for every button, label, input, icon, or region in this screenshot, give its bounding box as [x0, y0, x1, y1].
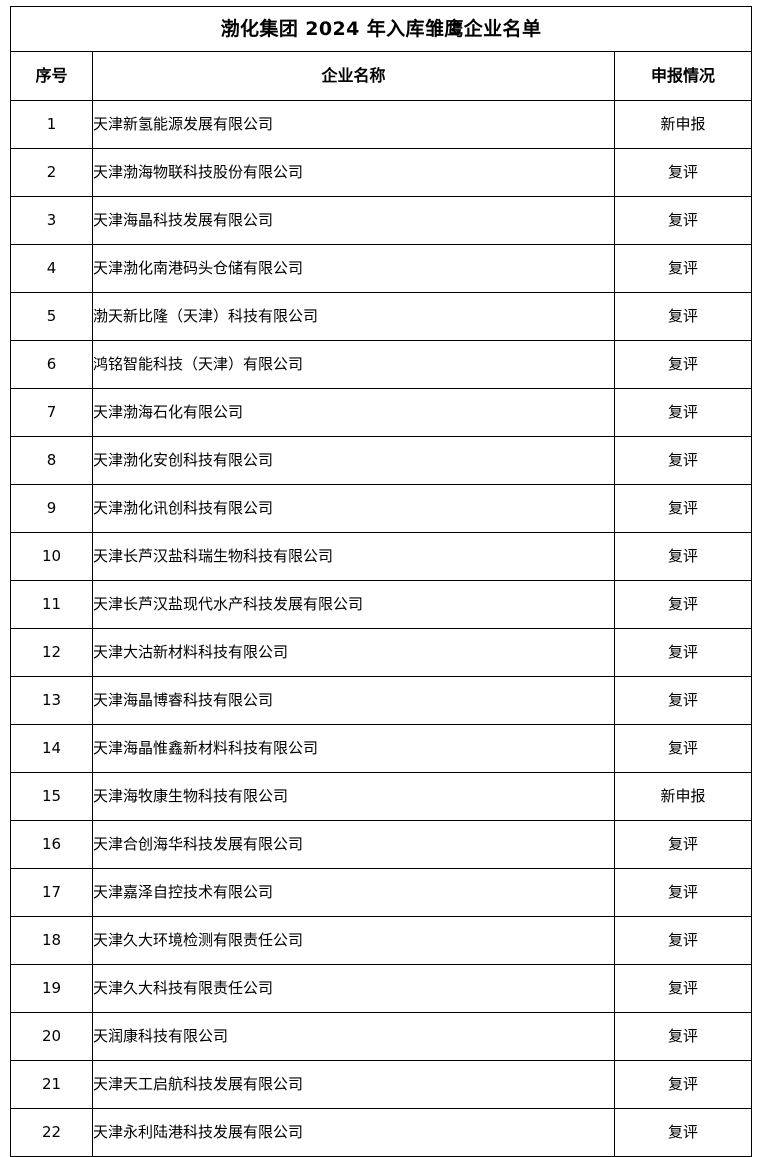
cell-index: 18 [10, 916, 93, 965]
enterprise-listing-table: 渤化集团 2024 年入库雏鹰企业名单 序号 企业名称 申报情况 1 天津新氢能源… [9, 6, 753, 1157]
cell-enterprise-name: 天津长芦汉盐现代水产科技发展有限公司 [92, 580, 615, 629]
table-row: 1 天津新氢能源发展有限公司 新申报 [10, 100, 753, 149]
cell-declaration-status: 复评 [613, 484, 753, 533]
cell-index: 1 [10, 100, 93, 149]
cell-enterprise-name: 天津嘉泽自控技术有限公司 [92, 868, 615, 917]
cell-index: 10 [10, 532, 93, 581]
table-row: 4 天津渤化南港码头仓储有限公司 复评 [10, 244, 753, 293]
cell-enterprise-name: 天润康科技有限公司 [92, 1012, 615, 1061]
cell-index: 3 [10, 196, 93, 245]
cell-index: 15 [10, 772, 93, 821]
cell-enterprise-name: 天津渤化南港码头仓储有限公司 [92, 244, 615, 293]
cell-declaration-status: 复评 [613, 964, 753, 1013]
table-row: 20 天润康科技有限公司 复评 [10, 1012, 753, 1061]
cell-enterprise-name: 天津海晶惟鑫新材料科技有限公司 [92, 724, 615, 773]
cell-enterprise-name: 天津渤海石化有限公司 [92, 388, 615, 437]
cell-index: 21 [10, 1060, 93, 1109]
cell-declaration-status: 新申报 [613, 100, 753, 149]
table-row: 18 天津久大环境检测有限责任公司 复评 [10, 916, 753, 965]
table-row: 2 天津渤海物联科技股份有限公司 复评 [10, 148, 753, 197]
column-header-index: 序号 [10, 51, 93, 101]
cell-index: 7 [10, 388, 93, 437]
cell-enterprise-name: 天津大沽新材料科技有限公司 [92, 628, 615, 677]
cell-declaration-status: 复评 [613, 1108, 753, 1157]
table-row: 13 天津海晶博睿科技有限公司 复评 [10, 676, 753, 725]
cell-declaration-status: 复评 [613, 628, 753, 677]
page-title: 渤化集团 2024 年入库雏鹰企业名单 [9, 6, 753, 52]
table-row: 14 天津海晶惟鑫新材料科技有限公司 复评 [10, 724, 753, 773]
cell-declaration-status: 复评 [613, 1012, 753, 1061]
cell-index: 22 [10, 1108, 93, 1157]
cell-index: 14 [10, 724, 93, 773]
header-row: 序号 企业名称 申报情况 [10, 51, 753, 101]
cell-declaration-status: 复评 [613, 724, 753, 773]
table-row: 15 天津海牧康生物科技有限公司 新申报 [10, 772, 753, 821]
table-row: 11 天津长芦汉盐现代水产科技发展有限公司 复评 [10, 580, 753, 629]
table-row: 7 天津渤海石化有限公司 复评 [10, 388, 753, 437]
cell-declaration-status: 新申报 [613, 772, 753, 821]
table-row: 3 天津海晶科技发展有限公司 复评 [10, 196, 753, 245]
cell-index: 16 [10, 820, 93, 869]
cell-index: 6 [10, 340, 93, 389]
cell-declaration-status: 复评 [613, 244, 753, 293]
cell-index: 17 [10, 868, 93, 917]
table-body: 渤化集团 2024 年入库雏鹰企业名单 序号 企业名称 申报情况 1 天津新氢能源… [9, 6, 753, 1157]
cell-enterprise-name: 天津永利陆港科技发展有限公司 [92, 1108, 615, 1157]
cell-enterprise-name: 天津海牧康生物科技有限公司 [92, 772, 615, 821]
cell-enterprise-name: 天津天工启航科技发展有限公司 [92, 1060, 615, 1109]
cell-enterprise-name: 天津新氢能源发展有限公司 [92, 100, 615, 149]
cell-declaration-status: 复评 [613, 436, 753, 485]
cell-enterprise-name: 天津渤化讯创科技有限公司 [92, 484, 615, 533]
cell-declaration-status: 复评 [613, 388, 753, 437]
cell-enterprise-name: 渤天新比隆（天津）科技有限公司 [92, 292, 615, 341]
cell-index: 4 [10, 244, 93, 293]
cell-declaration-status: 复评 [613, 676, 753, 725]
table-row: 8 天津渤化安创科技有限公司 复评 [10, 436, 753, 485]
title-row: 渤化集团 2024 年入库雏鹰企业名单 [9, 6, 753, 52]
cell-enterprise-name: 天津长芦汉盐科瑞生物科技有限公司 [92, 532, 615, 581]
cell-index: 9 [10, 484, 93, 533]
cell-enterprise-name: 天津渤海物联科技股份有限公司 [92, 148, 615, 197]
cell-declaration-status: 复评 [613, 340, 753, 389]
column-header-status: 申报情况 [613, 51, 753, 101]
table-row: 19 天津久大科技有限责任公司 复评 [10, 964, 753, 1013]
cell-declaration-status: 复评 [613, 148, 753, 197]
table-row: 22 天津永利陆港科技发展有限公司 复评 [10, 1108, 753, 1157]
cell-index: 8 [10, 436, 93, 485]
cell-declaration-status: 复评 [613, 916, 753, 965]
column-header-name: 企业名称 [92, 51, 615, 101]
cell-enterprise-name: 天津久大科技有限责任公司 [92, 964, 615, 1013]
table-row: 16 天津合创海华科技发展有限公司 复评 [10, 820, 753, 869]
cell-index: 19 [10, 964, 93, 1013]
cell-enterprise-name: 天津海晶科技发展有限公司 [92, 196, 615, 245]
cell-declaration-status: 复评 [613, 820, 753, 869]
table-row: 10 天津长芦汉盐科瑞生物科技有限公司 复评 [10, 532, 753, 581]
cell-index: 12 [10, 628, 93, 677]
cell-enterprise-name: 天津海晶博睿科技有限公司 [92, 676, 615, 725]
cell-index: 13 [10, 676, 93, 725]
table-row: 9 天津渤化讯创科技有限公司 复评 [10, 484, 753, 533]
cell-declaration-status: 复评 [613, 868, 753, 917]
cell-declaration-status: 复评 [613, 1060, 753, 1109]
cell-index: 5 [10, 292, 93, 341]
cell-index: 20 [10, 1012, 93, 1061]
cell-enterprise-name: 天津渤化安创科技有限公司 [92, 436, 615, 485]
table-row: 12 天津大沽新材料科技有限公司 复评 [10, 628, 753, 677]
cell-declaration-status: 复评 [613, 532, 753, 581]
table-row: 6 鸿铭智能科技（天津）有限公司 复评 [10, 340, 753, 389]
cell-index: 2 [10, 148, 93, 197]
cell-declaration-status: 复评 [613, 196, 753, 245]
table-row: 17 天津嘉泽自控技术有限公司 复评 [10, 868, 753, 917]
cell-enterprise-name: 天津合创海华科技发展有限公司 [92, 820, 615, 869]
cell-enterprise-name: 天津久大环境检测有限责任公司 [92, 916, 615, 965]
table-row: 21 天津天工启航科技发展有限公司 复评 [10, 1060, 753, 1109]
cell-index: 11 [10, 580, 93, 629]
cell-enterprise-name: 鸿铭智能科技（天津）有限公司 [92, 340, 615, 389]
cell-declaration-status: 复评 [613, 580, 753, 629]
cell-declaration-status: 复评 [613, 292, 753, 341]
table-row: 5 渤天新比隆（天津）科技有限公司 复评 [10, 292, 753, 341]
